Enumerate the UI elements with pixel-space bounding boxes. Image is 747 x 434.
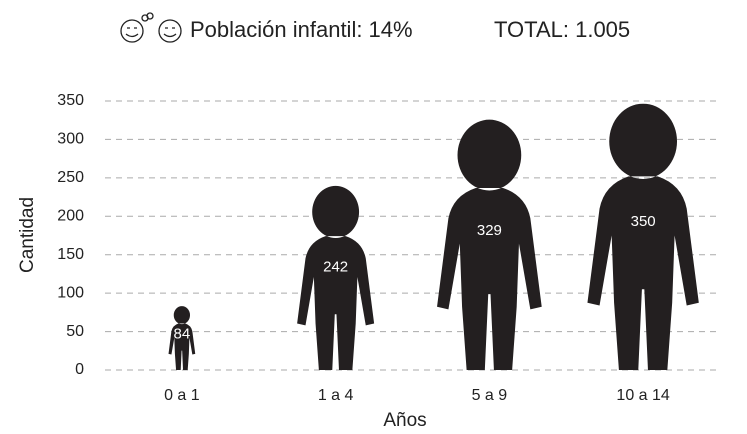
x-tick-label: 5 a 9 bbox=[472, 387, 508, 404]
y-tick-label: 150 bbox=[57, 246, 84, 263]
value-label: 329 bbox=[477, 222, 502, 239]
value-label: 350 bbox=[631, 213, 656, 230]
chart-title: Población infantil: 14% bbox=[190, 17, 413, 42]
x-axis-label: Años bbox=[383, 410, 426, 431]
x-tick-label: 10 a 14 bbox=[616, 387, 669, 404]
x-tick-label: 0 a 1 bbox=[164, 387, 200, 404]
value-label: 84 bbox=[174, 325, 191, 342]
silhouette bbox=[587, 104, 698, 370]
y-tick-label: 300 bbox=[57, 131, 84, 148]
title-icons bbox=[121, 13, 181, 42]
y-axis-label: Cantidad bbox=[17, 197, 38, 273]
y-tick-label: 350 bbox=[57, 92, 84, 109]
value-label: 242 bbox=[323, 259, 348, 276]
silhouette bbox=[297, 186, 374, 370]
y-tick-label: 50 bbox=[66, 323, 84, 340]
y-tick-label: 200 bbox=[57, 208, 84, 225]
x-tick-label: 1 a 4 bbox=[318, 387, 354, 404]
y-tick-label: 0 bbox=[75, 361, 84, 378]
silhouette bbox=[437, 120, 542, 370]
chart: Población infantil: 14% TOTAL: 1.005 Can… bbox=[0, 0, 747, 434]
y-tick-label: 100 bbox=[57, 284, 84, 301]
chart-subtitle: TOTAL: 1.005 bbox=[494, 17, 630, 42]
y-tick-label: 250 bbox=[57, 169, 84, 186]
